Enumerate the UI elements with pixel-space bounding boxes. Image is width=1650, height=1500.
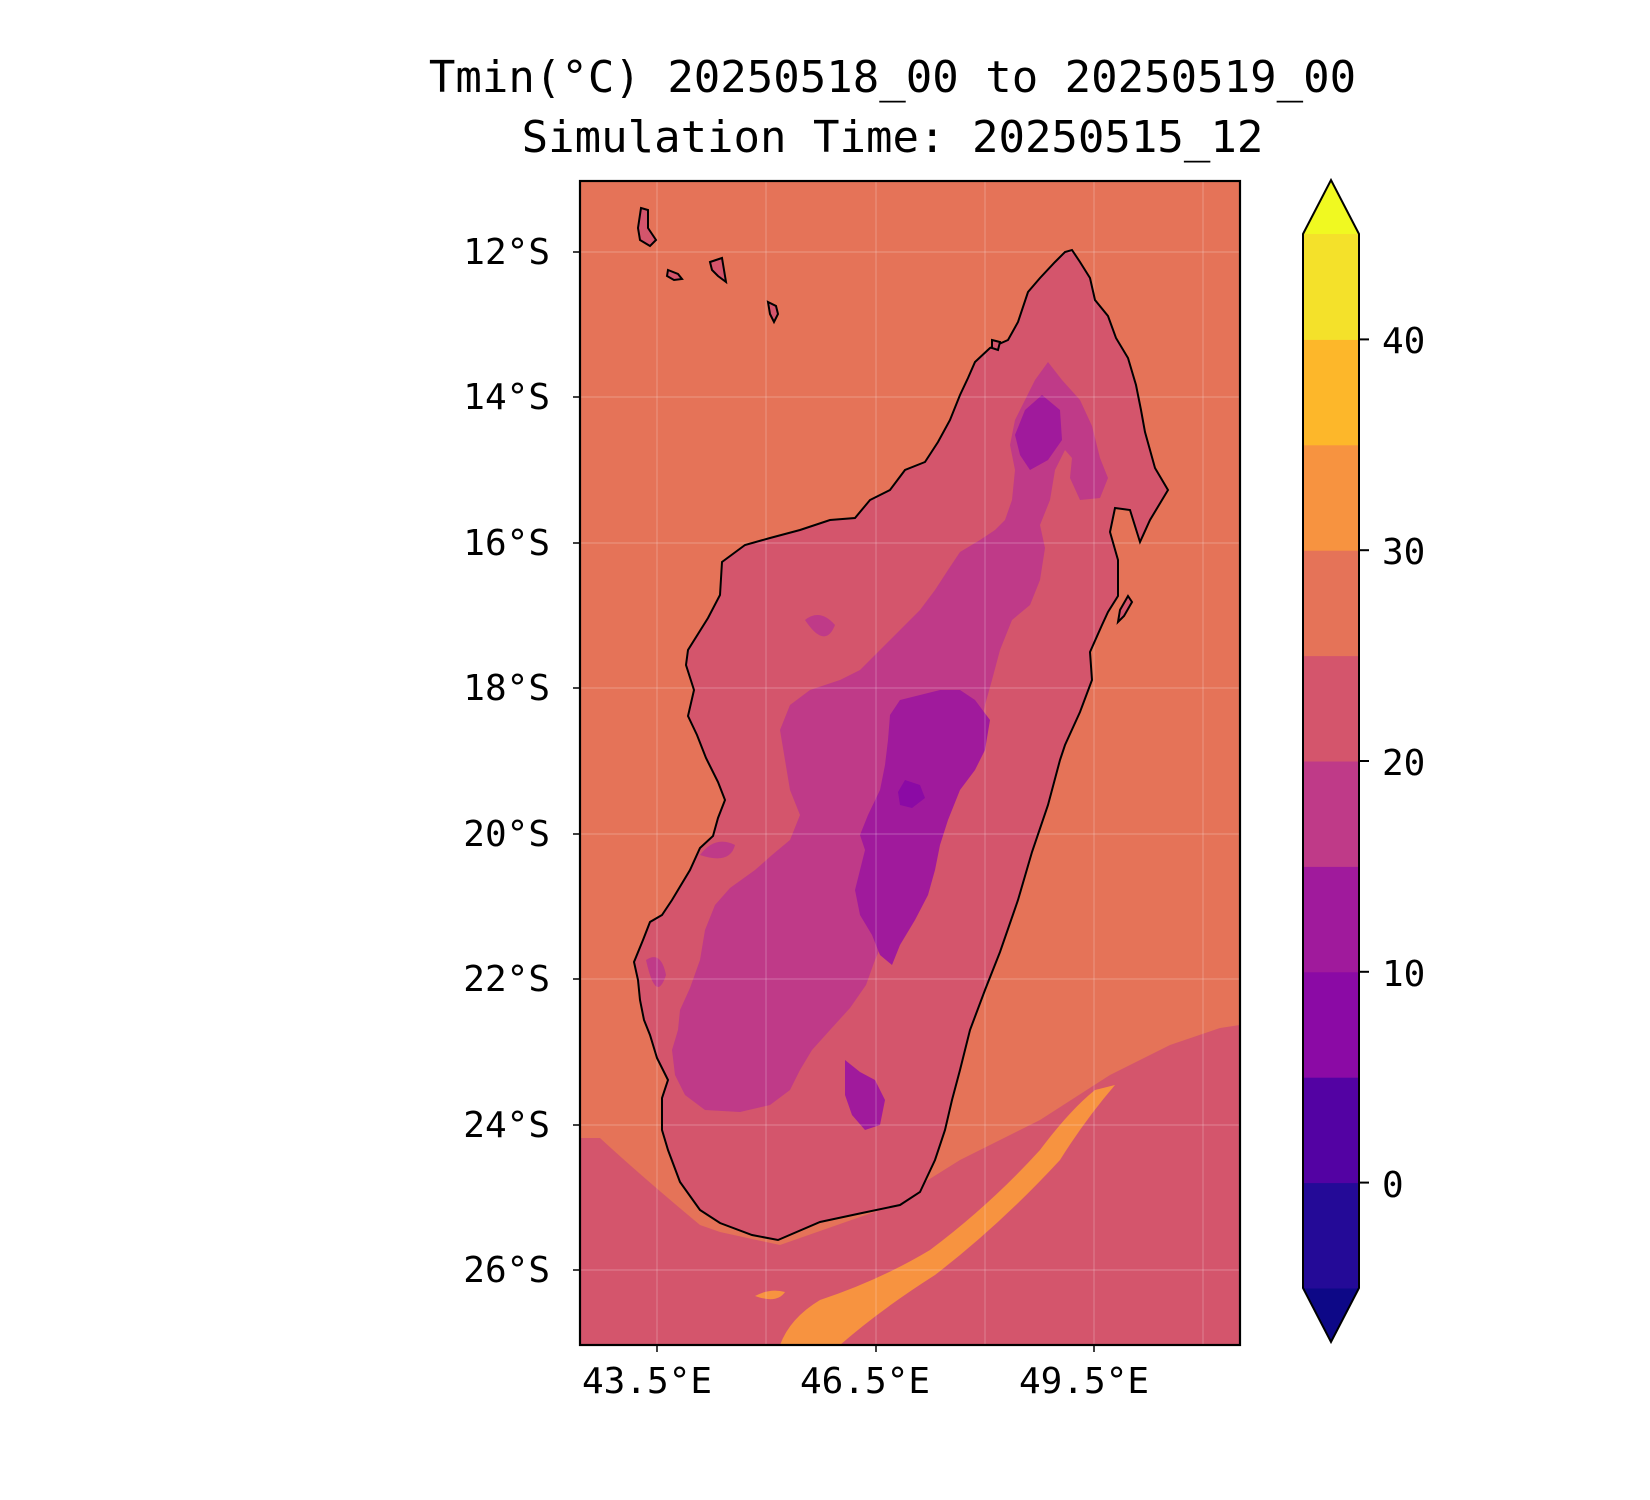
- lat-tick-label: 24°S: [463, 1105, 550, 1146]
- sainte-marie-island: [1116, 594, 1134, 625]
- lon-tick-label: 43.5°E: [582, 1361, 713, 1402]
- colorbar-tick-label: 40: [1382, 321, 1426, 362]
- colorbar-band: [1303, 971, 1359, 1078]
- map-gridlines: [580, 181, 1240, 1345]
- lon-tick-label: 46.5°E: [800, 1361, 931, 1402]
- colorbar-band: [1303, 550, 1359, 657]
- lat-tick-label: 12°S: [463, 232, 550, 273]
- colorbar-band: [1303, 866, 1359, 973]
- ocean-field-20-25: [580, 1025, 1240, 1345]
- colorbar-tick-label: 30: [1382, 532, 1426, 573]
- coastline: [632, 206, 1170, 1242]
- colorbar-band: [1303, 655, 1359, 762]
- lat-tick-label: 26°S: [463, 1250, 550, 1291]
- mayotte-island: [766, 300, 780, 325]
- colorbar-band: [1303, 444, 1359, 551]
- highland-patch-west: [700, 841, 735, 859]
- warm-current-30-35: [780, 1085, 1115, 1345]
- highland-patch-mid: [805, 615, 835, 637]
- lat-tick-label: 18°S: [463, 668, 550, 709]
- plateau-field-10-15: [845, 395, 1062, 1130]
- temperature-field: [580, 181, 1240, 1345]
- comoros-island-grande: [636, 206, 658, 248]
- colorbar-extend-min: [1303, 1288, 1359, 1342]
- map-frame: [578, 179, 1242, 1347]
- colorbar-outline: [1302, 177, 1360, 1345]
- colorbar-tick-label: 10: [1382, 954, 1426, 995]
- map-title: Tmin(°C) 20250518_00 to 20250519_00: [428, 52, 1357, 103]
- colorbar-band: [1303, 339, 1359, 446]
- highland-patch-south: [646, 957, 666, 987]
- lat-tick-label: 20°S: [463, 814, 550, 855]
- colorbar-band: [1303, 761, 1359, 867]
- colorbar-tick-label: 20: [1382, 743, 1426, 784]
- comoros-island-moheli: [665, 268, 684, 282]
- lat-tick-label: 14°S: [463, 377, 550, 418]
- coldest-field-5-10: [898, 780, 925, 808]
- madagascar-coastline: [632, 248, 1170, 1242]
- colorbar: [1302, 177, 1369, 1345]
- warm-patch: [755, 1290, 785, 1300]
- map-subtitle: Simulation Time: 20250515_12: [521, 112, 1264, 163]
- lat-tick-label: 16°S: [463, 523, 550, 564]
- lat-tick-label: 22°S: [463, 959, 550, 1000]
- nosy-be-island: [991, 338, 1002, 352]
- colorbar-tick-label: 0: [1382, 1165, 1404, 1206]
- colorbar-band: [1303, 234, 1359, 340]
- colorbar-extend-max: [1303, 180, 1359, 234]
- axis-ticks: [573, 251, 1095, 1352]
- lon-tick-label: 49.5°E: [1019, 1361, 1150, 1402]
- colorbar-band: [1303, 1077, 1359, 1184]
- colorbar-band: [1303, 1182, 1359, 1289]
- comoros-island-anjouan: [708, 256, 728, 285]
